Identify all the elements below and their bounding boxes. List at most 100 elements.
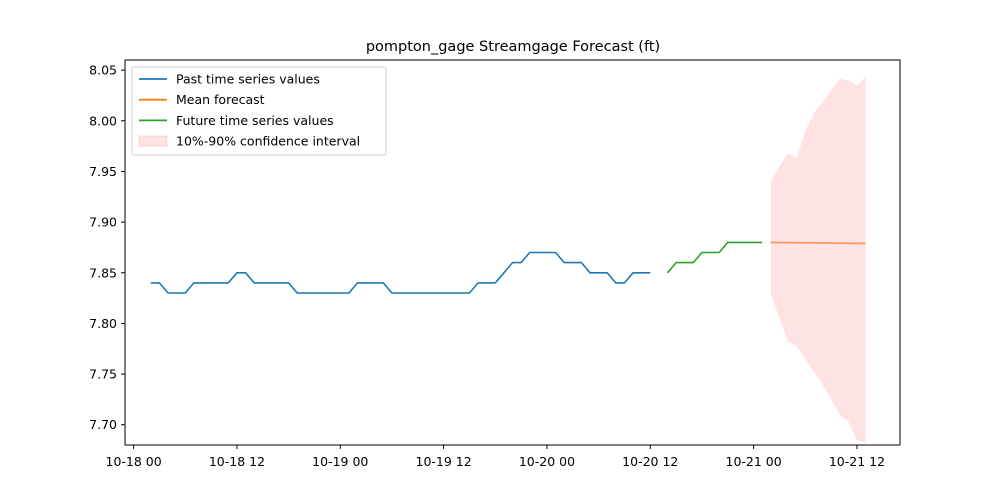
data-point (469, 292, 471, 294)
axes-layer: 10-18 00 10-18 12 10-19 00 10-19 12 10-20 00… (89, 59, 901, 469)
data-point (296, 292, 298, 294)
data-point (383, 282, 385, 284)
legend-box (131, 66, 387, 156)
data-point (374, 282, 376, 284)
series-2 (666, 241, 763, 274)
series-line (770, 241, 866, 245)
data-point (322, 292, 324, 294)
data-point (693, 262, 695, 264)
data-point (159, 282, 161, 284)
x-tick-label: 10-18 12 (209, 454, 265, 469)
data-point (589, 272, 591, 274)
y-tick-label: 7.90 (89, 215, 117, 230)
data-point (529, 252, 531, 254)
data-point (279, 282, 281, 284)
chart-title: pompton_gage Streamgage Forecast (ft) (366, 39, 660, 55)
legend-item: Future time series values (139, 113, 334, 128)
data-point (632, 272, 634, 274)
data-point (460, 292, 462, 294)
data-point (193, 282, 195, 284)
data-point (538, 252, 540, 254)
x-tick-label: 10-20 12 (622, 454, 678, 469)
data-point (451, 292, 453, 294)
data-point (650, 272, 652, 274)
data-point (563, 262, 565, 264)
data-point (598, 272, 600, 274)
data-point (701, 252, 703, 254)
data-point (546, 252, 548, 254)
data-point (606, 272, 608, 274)
data-point (675, 262, 677, 264)
data-point (391, 292, 393, 294)
legend-item: Past time series values (139, 72, 320, 87)
data-point (236, 272, 238, 274)
data-point (555, 252, 557, 254)
y-tick-label: 7.95 (89, 164, 117, 179)
legend-label: 10%-90% confidence interval (176, 134, 360, 149)
y-tick-label: 8.05 (89, 63, 117, 78)
data-point (262, 282, 264, 284)
y-tick-label: 7.75 (89, 367, 117, 382)
data-point (512, 262, 514, 264)
legend-label: Future time series values (176, 113, 334, 128)
data-point (727, 242, 729, 244)
data-point (477, 282, 479, 284)
data-point (219, 282, 221, 284)
data-point (718, 252, 720, 254)
legend-label: Past time series values (176, 72, 320, 87)
x-tick-label: 10-19 00 (312, 454, 368, 469)
x-tick-label: 10-18 00 (106, 454, 162, 469)
data-point (761, 242, 763, 244)
x-tick-label: 10-21 12 (829, 454, 885, 469)
series-0 (150, 251, 652, 294)
data-point (288, 282, 290, 284)
data-point (202, 282, 204, 284)
data-point (503, 272, 505, 274)
data-point (615, 282, 617, 284)
y-tick-label: 7.80 (89, 316, 117, 331)
legend-item: 10%-90% confidence interval (138, 134, 360, 149)
x-tick-label: 10-19 12 (416, 454, 472, 469)
data-point (736, 242, 738, 244)
y-tick-label: 8.00 (89, 113, 117, 128)
data-point (434, 292, 436, 294)
axes-frame (124, 59, 901, 446)
legend-swatch (138, 135, 168, 147)
data-point (408, 292, 410, 294)
data-point (331, 292, 333, 294)
series-1 (770, 241, 866, 245)
legend-item: Mean forecast (139, 92, 265, 107)
data-point (357, 282, 359, 284)
data-point (624, 282, 626, 284)
data-point (400, 292, 402, 294)
data-point (486, 282, 488, 284)
data-point (348, 292, 350, 294)
data-point (417, 292, 419, 294)
data-point (581, 262, 583, 264)
series-line (150, 251, 651, 294)
data-point (185, 292, 187, 294)
data-point (245, 272, 247, 274)
data-point (520, 262, 522, 264)
data-point (641, 272, 643, 274)
data-point (443, 292, 445, 294)
data-point (572, 262, 574, 264)
data-point (684, 262, 686, 264)
data-point (305, 292, 307, 294)
data-point (744, 242, 746, 244)
data-point (271, 282, 273, 284)
data-point (426, 292, 428, 294)
data-point (495, 282, 497, 284)
data-point (710, 252, 712, 254)
data-point (210, 282, 212, 284)
x-tick-label: 10-21 00 (726, 454, 782, 469)
data-point (176, 292, 178, 294)
y-tick-label: 7.70 (89, 417, 117, 432)
data-point (253, 282, 255, 284)
legend: Past time series values Mean forecast Futu… (131, 66, 387, 156)
data-point (228, 282, 230, 284)
data-point (753, 242, 755, 244)
data-point (314, 292, 316, 294)
series-line (666, 241, 763, 274)
data-point (167, 292, 169, 294)
